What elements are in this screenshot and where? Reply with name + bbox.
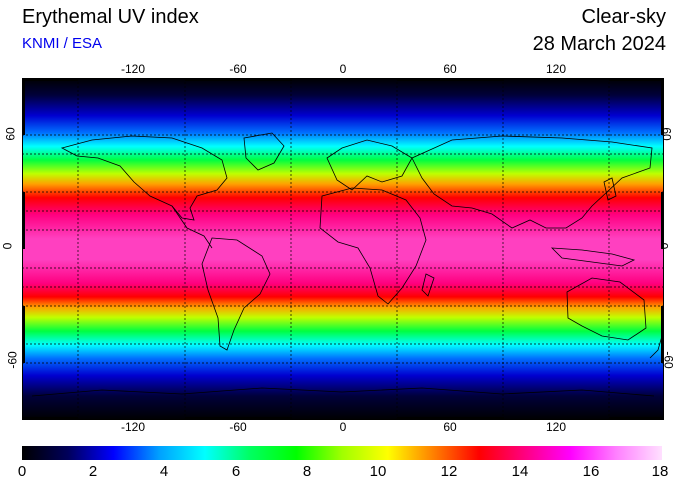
uv-index-map — [22, 78, 664, 420]
madagascar-coast — [421, 273, 435, 297]
colorbar-tick-label: 14 — [511, 463, 529, 480]
indonesia-coast — [550, 247, 636, 267]
lon-label-top: 0 — [339, 62, 347, 76]
lat-label-left: 0 — [0, 242, 15, 250]
colorbar-tick-label: 4 — [159, 463, 169, 480]
colorbar-tick-label: 16 — [582, 463, 600, 480]
colorbar-tick-label: 18 — [651, 463, 669, 480]
map-frame — [22, 78, 664, 420]
north-america-coast — [60, 135, 228, 221]
greenland-coast — [243, 132, 285, 171]
lon-label-bottom: -120 — [120, 420, 146, 434]
south-america-coast — [201, 237, 271, 351]
lon-label-bottom: 60 — [443, 420, 457, 434]
colorbar-tick-label: 8 — [302, 463, 312, 480]
map-date: 28 March 2024 — [532, 33, 666, 55]
africa-coast — [319, 187, 427, 305]
lon-label-top: 60 — [443, 62, 457, 76]
lon-label-bottom: 120 — [545, 420, 567, 434]
map-source: KNMI / ESA — [22, 35, 103, 52]
lat-label-left: 60 — [3, 127, 18, 141]
lon-label-top: 120 — [545, 62, 567, 76]
uv-colorbar — [22, 446, 662, 460]
central-america-coast — [171, 205, 213, 249]
lon-label-top: -60 — [229, 62, 247, 76]
new-zealand-coast — [649, 335, 663, 359]
australia-coast — [566, 277, 647, 341]
europe-coast — [326, 139, 413, 191]
antarctica-coast — [31, 387, 655, 397]
colorbar-tick-label: 0 — [17, 463, 27, 480]
colorbar-tick-label: 2 — [88, 463, 98, 480]
sky-condition: Clear-sky — [581, 6, 666, 28]
lon-label-bottom: 0 — [339, 420, 347, 434]
asia-coast — [411, 135, 653, 229]
map-title: Erythemal UV index — [22, 6, 199, 28]
lon-label-bottom: -60 — [229, 420, 247, 434]
lon-label-top: -120 — [120, 62, 146, 76]
colorbar-tick-label: 12 — [440, 463, 458, 480]
colorbar-tick-label: 6 — [231, 463, 241, 480]
graticule — [22, 78, 664, 420]
lat-label-left: -60 — [5, 351, 20, 369]
colorbar-tick-label: 10 — [369, 463, 387, 480]
